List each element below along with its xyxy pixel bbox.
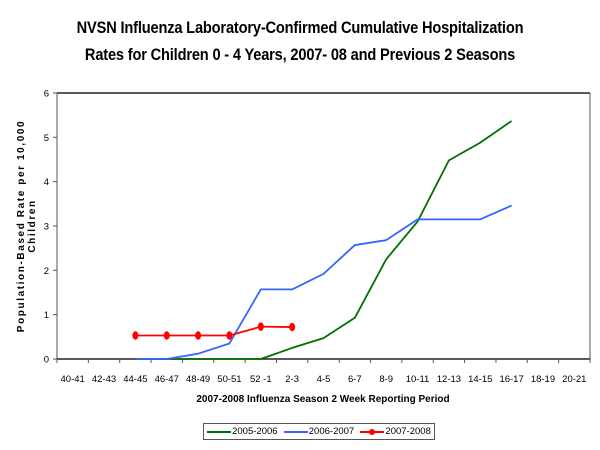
- legend-item: 2006-2007: [283, 426, 355, 437]
- x-tick-label: 8-9: [379, 374, 393, 385]
- data-point: [195, 331, 202, 340]
- series-2006-2007: [135, 204, 512, 360]
- legend-item: 2007-2008: [360, 426, 431, 437]
- data-point: [132, 331, 139, 340]
- series-line: [135, 325, 293, 337]
- x-tick-label: 48-49: [186, 374, 210, 385]
- data-point: [289, 322, 296, 332]
- chart-title: NVSN Influenza Laboratory-Confirmed Cumu…: [42, 14, 558, 68]
- y-tick-label: 6: [44, 89, 49, 100]
- data-point: [257, 322, 264, 331]
- x-tick-label: 40-41: [61, 374, 85, 385]
- data-point: [163, 331, 170, 340]
- x-tick-label: 46-47: [155, 374, 179, 385]
- legend-label: 2005-2006: [232, 426, 278, 437]
- series-line: [135, 204, 512, 360]
- legend-swatch: [207, 427, 232, 437]
- y-tick-label: 3: [44, 222, 49, 233]
- x-tick-label: 14-15: [468, 374, 492, 385]
- x-axis-title: 2007-2008 Influenza Season 2 Week Report…: [196, 394, 449, 405]
- y-axis-title-line-1: Population-Based Rate per 10,000: [16, 120, 27, 332]
- y-tick-label: 1: [44, 310, 49, 321]
- data-point: [226, 331, 233, 340]
- x-tick-label: 52 -1: [250, 374, 272, 385]
- x-tick-label: 42-43: [92, 374, 116, 385]
- y-tick-label: 5: [44, 133, 49, 144]
- y-axis-title: Population-Based Rate per 10,000 Childre…: [16, 120, 38, 332]
- chart-title-line-1: NVSN Influenza Laboratory-Confirmed Cumu…: [76, 18, 524, 37]
- y-tick-label: 0: [44, 355, 49, 366]
- series-2007-2008: [132, 322, 296, 340]
- y-axis-title-line-2: Children: [27, 199, 38, 252]
- x-tick-label: 6-7: [348, 374, 362, 385]
- y-tick-label: 4: [44, 177, 49, 188]
- x-tick-label: 18-19: [531, 374, 555, 385]
- legend: 2005-2006 2006-2007 2007-2008: [203, 423, 435, 440]
- x-tick-label: 2-3: [285, 374, 299, 385]
- legend-item: 2005-2006: [207, 426, 278, 437]
- legend-label: 2007-2008: [385, 426, 431, 437]
- x-tick-label: 12-13: [437, 374, 461, 385]
- legend-swatch: [360, 427, 385, 437]
- x-tick-label: 4-5: [317, 374, 331, 385]
- y-tick-label: 2: [44, 266, 49, 277]
- x-tick-label: 10-11: [406, 374, 430, 385]
- legend-swatch: [283, 427, 308, 437]
- x-tick-label: 20-21: [562, 374, 586, 385]
- chart-title-line-2: Rates for Children 0 - 4 Years, 2007- 08…: [84, 45, 516, 64]
- series-2005-2006: [135, 120, 513, 360]
- series-layer: [132, 120, 513, 360]
- x-tick-label: 44-45: [123, 374, 147, 385]
- series-line: [135, 120, 513, 360]
- x-tick-label: 16-17: [499, 374, 523, 385]
- x-tick-label: 50-51: [217, 374, 241, 385]
- legend-label: 2006-2007: [308, 426, 355, 437]
